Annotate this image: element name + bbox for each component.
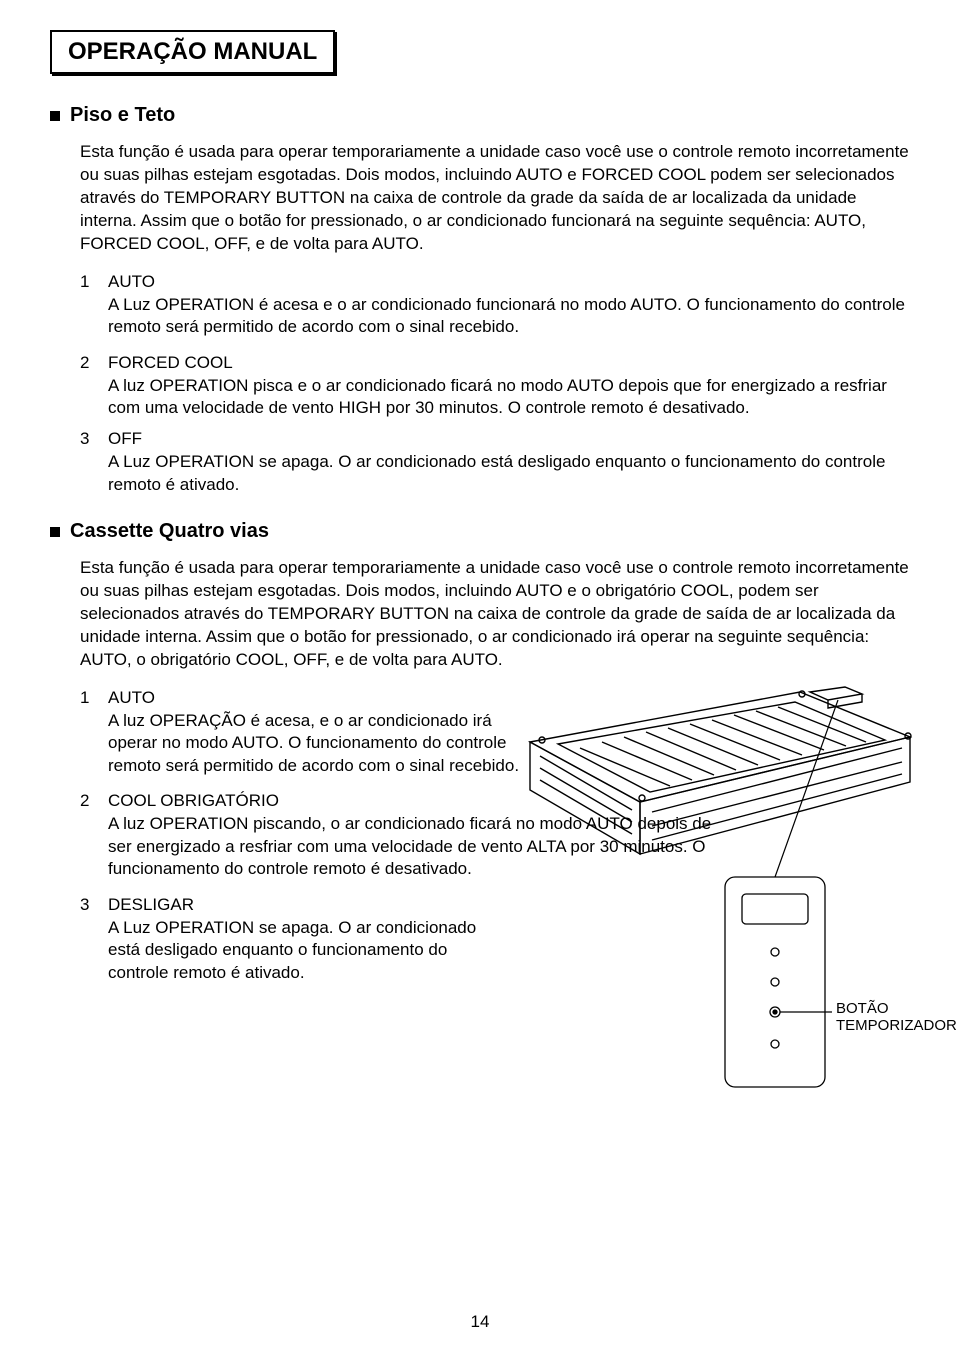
item-number: 1	[80, 272, 94, 292]
numbered-head: 1 AUTO	[80, 272, 910, 292]
cassette-unit-icon	[510, 682, 920, 1112]
bullet-icon	[50, 527, 60, 537]
section2-intro: Esta função é usada para operar temporar…	[80, 557, 910, 672]
item-body: A luz OPERATION pisca e o ar condicionad…	[108, 375, 910, 420]
item-number: 3	[80, 429, 94, 449]
item-body: A luz OPERAÇÃO é acesa, e o ar condicion…	[108, 710, 528, 777]
bullet-icon	[50, 111, 60, 121]
item-label: AUTO	[108, 272, 155, 292]
numbered-head: 3 OFF	[80, 429, 910, 449]
item-label: AUTO	[108, 688, 155, 708]
item-body: A Luz OPERATION é acesa e o ar condicion…	[108, 294, 910, 339]
section1-item-2: 2 FORCED COOL A luz OPERATION pisca e o …	[80, 353, 910, 420]
section-piso-teto-title: Piso e Teto	[70, 104, 175, 127]
diagram-label-line1: BOTÃO	[836, 1000, 889, 1017]
numbered-head: 2 FORCED COOL	[80, 353, 910, 373]
item-number: 1	[80, 688, 94, 708]
section1-item-3: 3 OFF A Luz OPERATION se apaga. O ar con…	[80, 429, 910, 496]
diagram-label-line2: TEMPORIZADOR	[836, 1017, 957, 1034]
item-label: DESLIGAR	[108, 895, 194, 915]
item-body: A Luz OPERATION se apaga. O ar condicion…	[108, 451, 910, 496]
manual-title: OPERAÇÃO MANUAL	[68, 38, 317, 65]
item-label: OFF	[108, 429, 142, 449]
section-piso-teto-header: Piso e Teto	[50, 104, 910, 127]
item-label: FORCED COOL	[108, 353, 233, 373]
item-number: 2	[80, 791, 94, 811]
item-body: A Luz OPERATION se apaga. O ar condicion…	[108, 917, 488, 984]
cassette-diagram: BOTÃO TEMPORIZADOR	[510, 682, 920, 1112]
item-number: 3	[80, 895, 94, 915]
diagram-label: BOTÃO TEMPORIZADOR	[836, 1000, 957, 1034]
section-cassette-header: Cassette Quatro vias	[50, 520, 910, 543]
section-cassette-title: Cassette Quatro vias	[70, 520, 269, 543]
section1-intro: Esta função é usada para operar temporar…	[80, 141, 910, 256]
item-label: COOL OBRIGATÓRIO	[108, 791, 279, 811]
manual-title-box: OPERAÇÃO MANUAL	[50, 30, 335, 74]
item-number: 2	[80, 353, 94, 373]
section1-item-1: 1 AUTO A Luz OPERATION é acesa e o ar co…	[80, 272, 910, 339]
page-number: 14	[471, 1312, 490, 1332]
